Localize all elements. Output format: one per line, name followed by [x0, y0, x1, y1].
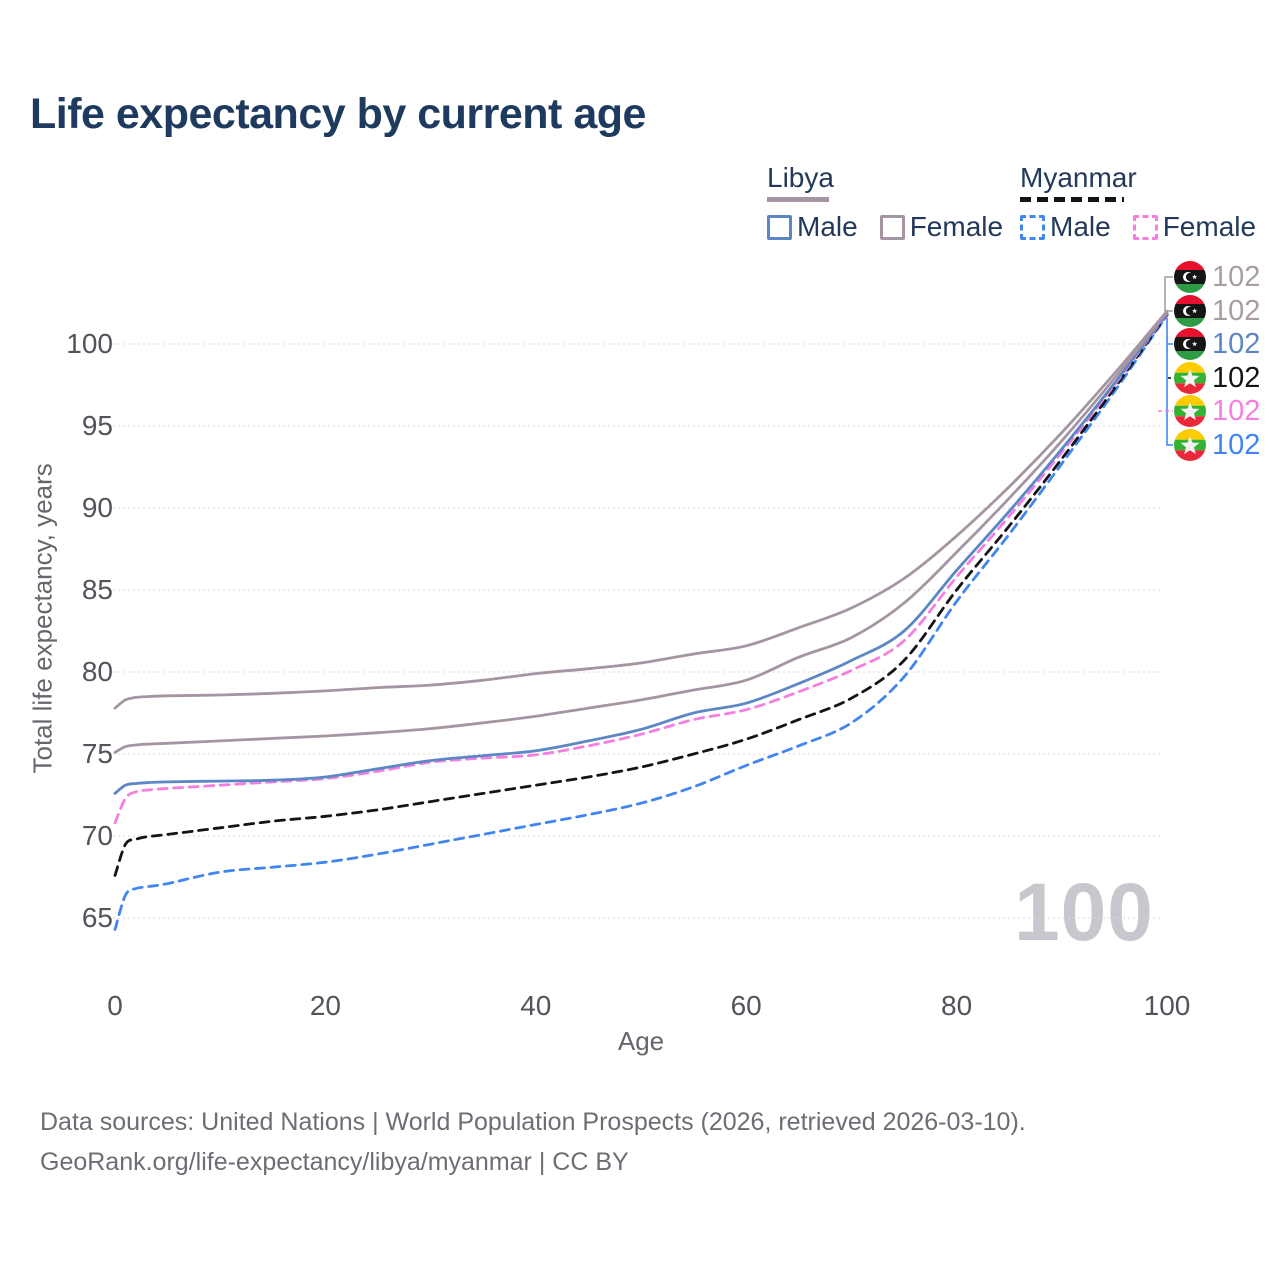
libya-male-checkbox[interactable] — [767, 214, 792, 240]
end-label-value: 102 — [1212, 261, 1261, 293]
myanmar-line-style-swatch — [1020, 197, 1124, 202]
end-label-value: 102 — [1212, 328, 1261, 360]
end-label-libya_total: 102 — [1174, 295, 1260, 327]
end-label-myanmar_female: 102 — [1174, 395, 1260, 427]
y-tick-label: 85 — [81, 574, 113, 605]
legend-item-myanmar-male[interactable]: Male — [1020, 211, 1111, 243]
legend-country-libya-label: Libya — [767, 162, 834, 193]
y-tick-label: 75 — [81, 738, 113, 769]
legend-country-myanmar-label: Myanmar — [1020, 162, 1137, 193]
x-tick-label: 60 — [730, 990, 762, 1021]
libya-line-style-swatch — [767, 197, 829, 202]
x-tick-label: 20 — [309, 990, 341, 1021]
libya-flag-icon — [1174, 295, 1206, 327]
y-tick-label: 80 — [81, 656, 113, 687]
gridlines — [113, 343, 1160, 919]
end-label-libya_female: 102 — [1174, 261, 1260, 293]
data-sources-note: Data sources: United Nations | World Pop… — [40, 1108, 1026, 1136]
libya-flag-icon — [1174, 261, 1206, 293]
legend-group-myanmar: Myanmar Male Female — [1020, 162, 1256, 243]
legend-group-libya: Libya Male Female — [767, 162, 1003, 243]
end-label-libya_male: 102 — [1174, 328, 1260, 360]
attribution-note: GeoRank.org/life-expectancy/libya/myanma… — [40, 1148, 629, 1176]
end-label-value: 102 — [1212, 395, 1261, 427]
series-line-myanmar_male[interactable] — [113, 313, 1169, 931]
myanmar-male-checkbox[interactable] — [1020, 214, 1045, 240]
myanmar-male-label: Male — [1050, 211, 1111, 242]
legend-item-libya-female[interactable]: Female — [879, 211, 1004, 243]
hovered-age-watermark: 100 — [1014, 867, 1154, 958]
x-tick-label: 80 — [941, 990, 973, 1021]
series-line-libya_male[interactable] — [113, 311, 1169, 795]
myanmar-female-label: Female — [1162, 211, 1257, 242]
y-tick-label: 65 — [81, 902, 113, 933]
myanmar-flag-icon — [1174, 362, 1206, 394]
legend-country-libya[interactable]: Libya — [767, 162, 834, 202]
libya-female-label: Female — [909, 211, 1004, 242]
end-label-connectors — [1158, 276, 1173, 446]
myanmar-flag-icon — [1174, 429, 1206, 461]
x-tick-label: 0 — [107, 990, 123, 1021]
legend-country-myanmar[interactable]: Myanmar — [1020, 162, 1137, 202]
series-line-libya_female[interactable] — [113, 309, 1169, 710]
end-label-value: 102 — [1212, 295, 1261, 327]
y-tick-label: 95 — [81, 410, 113, 441]
legend-item-myanmar-female[interactable]: Female — [1132, 211, 1257, 243]
x-tick-label: 100 — [1143, 990, 1191, 1021]
legend-item-libya-male[interactable]: Male — [767, 211, 858, 243]
myanmar-female-checkbox[interactable] — [1132, 214, 1158, 240]
end-label-myanmar_total: 102 — [1174, 362, 1260, 394]
y-tick-label: 70 — [81, 820, 113, 851]
x-axis-title: Age — [617, 1026, 665, 1056]
end-label-value: 102 — [1212, 429, 1261, 461]
series-line-myanmar_total[interactable] — [113, 313, 1169, 877]
libya-flag-icon — [1174, 328, 1206, 360]
series-line-libya_total[interactable] — [113, 310, 1169, 754]
end-label-value: 102 — [1212, 362, 1261, 394]
libya-male-label: Male — [797, 211, 858, 242]
x-tick-label: 40 — [520, 990, 552, 1021]
series-line-myanmar_female[interactable] — [113, 312, 1169, 825]
libya-female-checkbox[interactable] — [879, 214, 905, 240]
end-label-myanmar_male: 102 — [1174, 429, 1260, 461]
y-tick-label: 90 — [81, 492, 113, 523]
myanmar-flag-icon — [1174, 395, 1206, 427]
y-tick-label: 100 — [66, 328, 113, 359]
page-title: Life expectancy by current age — [30, 90, 646, 138]
